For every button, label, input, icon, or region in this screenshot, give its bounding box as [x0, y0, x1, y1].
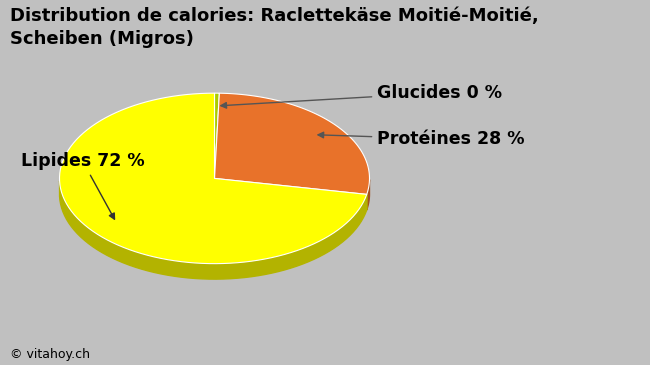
Polygon shape — [214, 178, 367, 210]
Text: Glucides 0 %: Glucides 0 % — [221, 84, 502, 108]
Polygon shape — [214, 178, 367, 210]
Polygon shape — [214, 93, 369, 195]
Text: Lipides 72 %: Lipides 72 % — [21, 152, 144, 219]
Text: © vitahoy.ch: © vitahoy.ch — [10, 348, 90, 361]
Text: Distribution de calories: Raclettekäse Moitié-Moitié,
Scheiben (Migros): Distribution de calories: Raclettekäse M… — [10, 7, 538, 47]
Polygon shape — [60, 93, 367, 264]
Text: Protéines 28 %: Protéines 28 % — [318, 130, 525, 148]
Polygon shape — [60, 181, 367, 279]
Polygon shape — [214, 93, 219, 178]
Polygon shape — [367, 180, 369, 210]
